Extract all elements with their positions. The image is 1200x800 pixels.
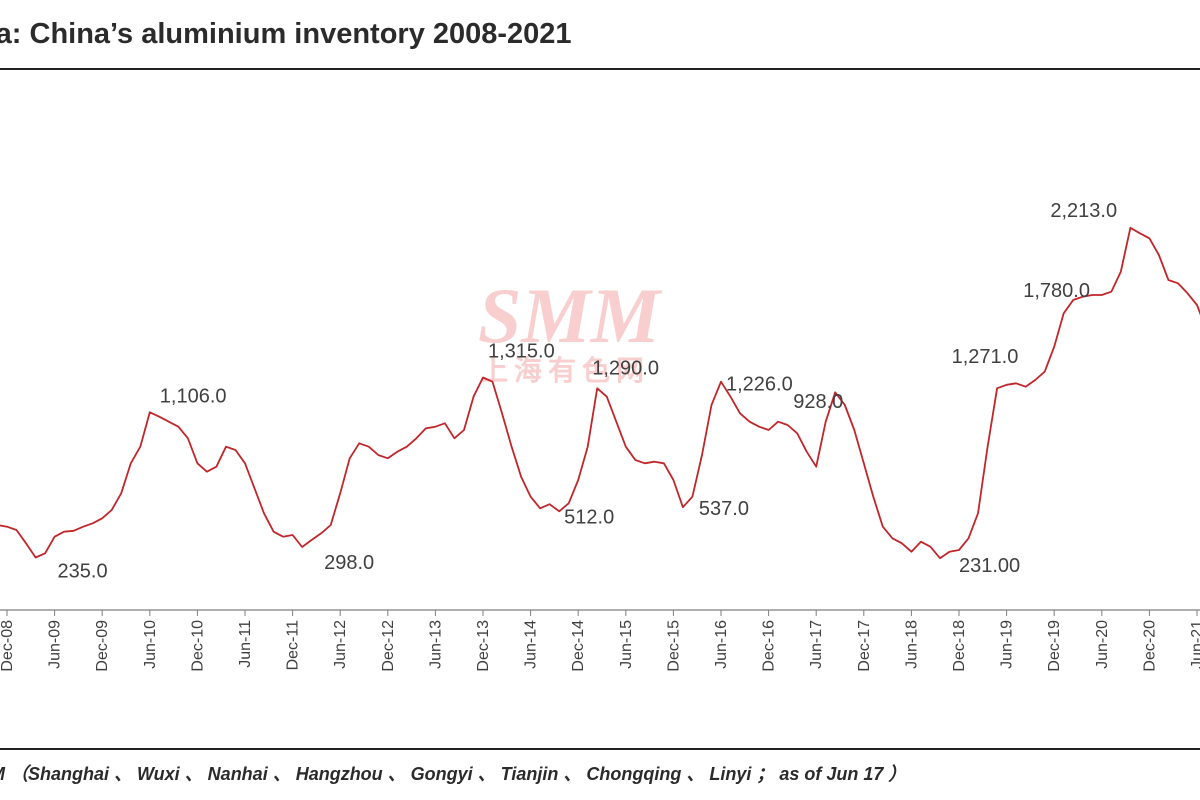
x-tick-label: Jun-13 bbox=[427, 620, 444, 669]
x-tick-label: Dec-19 bbox=[1046, 620, 1063, 672]
x-tick-label: Jun-14 bbox=[523, 620, 540, 669]
x-tick-label: Dec-11 bbox=[285, 620, 302, 670]
x-tick-label: Dec-08 bbox=[0, 620, 16, 672]
x-tick-label: Jun-17 bbox=[808, 620, 825, 669]
x-tick-label: Dec-18 bbox=[951, 620, 968, 672]
x-tick-label: Dec-12 bbox=[380, 620, 397, 672]
x-tick-label: Jun-18 bbox=[903, 620, 920, 669]
x-tick-label: Jun-11 bbox=[237, 620, 254, 668]
x-tick-label: Jun-20 bbox=[1094, 620, 1111, 669]
x-axis: Dec-08 Jun-09 Dec-09 Jun-10 Dec-10 Jun-11 Dec-… bbox=[0, 609, 1200, 672]
data-label: 1,290.0 bbox=[592, 358, 659, 380]
watermark: SMM 上海有色网 bbox=[478, 272, 663, 387]
chart-title: ta: China’s aluminium inventory 2008-202… bbox=[0, 18, 572, 50]
data-label: 1,271.0 bbox=[952, 346, 1019, 368]
x-tick-label: Dec-09 bbox=[94, 620, 111, 672]
data-label: 235.0 bbox=[58, 561, 108, 583]
x-tick-label: Jun-16 bbox=[713, 620, 730, 669]
line-chart: SMM 上海有色网 Dec-08 Jun-09 Dec-09 Jun-10 Dec-10… bbox=[0, 200, 1200, 672]
x-tick-label: Dec-20 bbox=[1141, 620, 1158, 672]
source-footer: M （Shanghai 、 Wuxi 、 Nanhai 、 Hangzhou 、… bbox=[0, 748, 1200, 800]
data-label: 298.0 bbox=[324, 552, 374, 574]
x-tick-label: Dec-16 bbox=[761, 620, 778, 672]
x-tick-label: Jun-10 bbox=[142, 620, 159, 669]
data-label: 1,226.0 bbox=[726, 373, 793, 395]
x-tick-label: Jun-15 bbox=[618, 620, 635, 669]
data-label: 2,213.0 bbox=[1050, 200, 1117, 222]
watermark-subtitle: 上海有色网 bbox=[480, 354, 650, 387]
data-label: 1,315.0 bbox=[488, 341, 555, 363]
data-labels: 235.0 1,106.0 298.0 1,315.0 512.0 1,290.0 537.… bbox=[58, 200, 1118, 583]
series-path bbox=[0, 226, 1200, 560]
x-tick-label: Dec-10 bbox=[189, 620, 206, 672]
x-tick-label: Dec-13 bbox=[475, 620, 492, 672]
x-tick-label: Jun-09 bbox=[47, 620, 64, 669]
x-tick-label: Jun-19 bbox=[999, 620, 1016, 669]
x-tick-label: Jun-12 bbox=[332, 620, 349, 669]
x-tick-label: Dec-14 bbox=[570, 620, 587, 672]
data-label: 512.0 bbox=[564, 506, 614, 528]
title-bar: ta: China’s aluminium inventory 2008-202… bbox=[0, 0, 1200, 70]
x-tick-label: Jun-21 bbox=[1189, 620, 1200, 669]
series-line bbox=[0, 226, 1200, 560]
x-tick-label: Dec-15 bbox=[665, 620, 682, 672]
data-label: 1,106.0 bbox=[160, 385, 227, 407]
source-note: M （Shanghai 、 Wuxi 、 Nanhai 、 Hangzhou 、… bbox=[0, 764, 907, 784]
data-label: 1,780.0 bbox=[1023, 280, 1090, 302]
watermark-logo: SMM bbox=[478, 272, 663, 359]
data-label: 928.0 bbox=[793, 391, 843, 413]
x-tick-label: Dec-17 bbox=[856, 620, 873, 672]
data-label: 537.0 bbox=[699, 498, 749, 520]
data-label: 231.00 bbox=[959, 555, 1020, 577]
